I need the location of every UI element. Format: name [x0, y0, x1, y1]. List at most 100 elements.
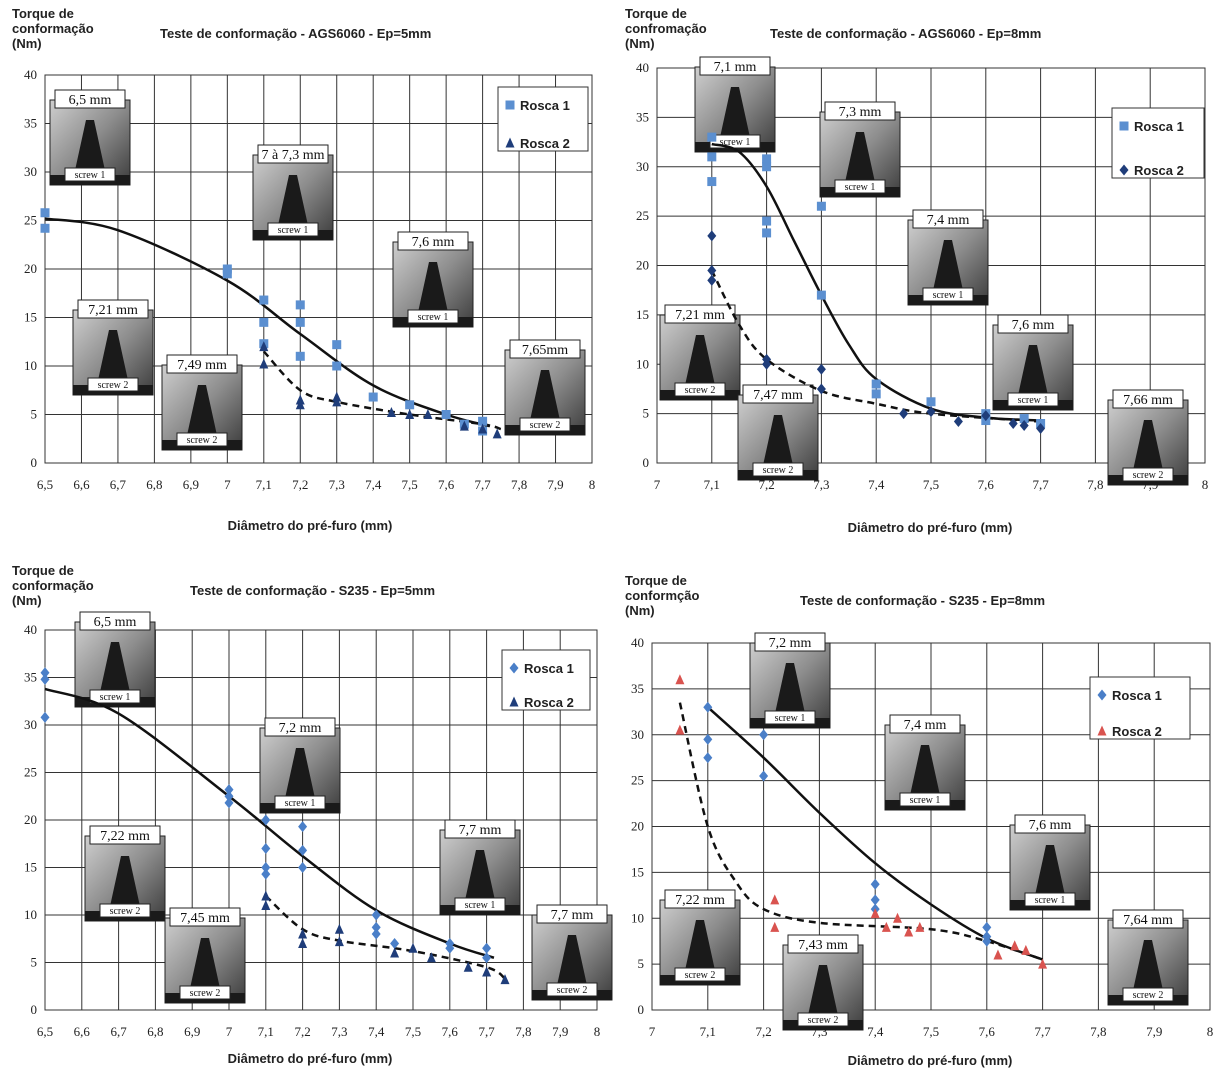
y-tick-label: 20 [631, 819, 644, 834]
x-tick-label: 6,8 [146, 477, 162, 492]
data-point [41, 208, 50, 217]
x-tick-label: 7,1 [258, 1024, 274, 1039]
inset-caption: screw 2 [1133, 470, 1164, 481]
inset-label: 7,4 mm [927, 213, 970, 228]
legend-label: Rosca 2 [520, 136, 570, 151]
y-tick-label: 30 [24, 164, 37, 179]
x-tick-label: 7,4 [867, 1024, 884, 1039]
legend-label: Rosca 1 [1134, 119, 1184, 134]
y-tick-label: 5 [638, 956, 645, 971]
x-tick-label: 6,6 [74, 1024, 91, 1039]
inset-caption: screw 2 [557, 985, 588, 996]
inset-caption: screw 1 [910, 795, 941, 806]
x-tick-label: 7 [226, 1024, 233, 1039]
data-point [762, 228, 771, 237]
inset-caption: screw 2 [187, 435, 218, 446]
inset-caption: screw 2 [190, 988, 221, 999]
inset-image: 7,66 mmscrew 2 [1108, 390, 1188, 485]
data-point [296, 300, 305, 309]
panel: 05101520253035406,56,66,76,86,977,17,27,… [12, 6, 595, 533]
inset-image: 7,4 mmscrew 1 [885, 715, 965, 810]
x-tick-label: 7,8 [1090, 1024, 1106, 1039]
y-tick-label: 5 [31, 955, 38, 970]
inset-image: 7,22 mmscrew 2 [660, 890, 740, 985]
y-tick-label: 15 [24, 860, 37, 875]
x-axis-label: Diâmetro do pré-furo (mm) [848, 1053, 1013, 1068]
x-tick-label: 7,7 [1032, 477, 1049, 492]
y-axis-label: conformção [625, 588, 699, 603]
x-tick-label: 8 [589, 477, 596, 492]
inset-caption: screw 1 [75, 170, 106, 181]
inset-label: 7,7 mm [459, 823, 502, 838]
x-tick-label: 7,8 [515, 1024, 531, 1039]
y-tick-label: 40 [24, 622, 37, 637]
data-point [762, 154, 771, 163]
inset-image: 7,6 mmscrew 1 [393, 232, 473, 327]
inset-label: 7,45 mm [180, 911, 230, 926]
x-tick-label: 7,4 [368, 1024, 385, 1039]
legend-marker [1120, 122, 1129, 131]
inset-label: 7 à 7,3 mm [262, 148, 325, 163]
inset-label: 7,49 mm [177, 358, 227, 373]
chart-title: Teste de conformação - S235 - Ep=8mm [800, 593, 1045, 608]
x-tick-label: 7,3 [331, 1024, 347, 1039]
data-point [707, 152, 716, 161]
inset-label: 7,6 mm [1012, 318, 1055, 333]
x-tick-label: 7,2 [294, 1024, 310, 1039]
y-tick-label: 25 [631, 773, 644, 788]
y-axis-label: (Nm) [625, 36, 655, 51]
inset-label: 7,6 mm [412, 235, 455, 250]
legend-label: Rosca 1 [520, 98, 570, 113]
y-axis-label: (Nm) [625, 603, 655, 618]
chart-title: Teste de conformação - AGS6060 - Ep=8mm [770, 26, 1041, 41]
legend-label: Rosca 1 [524, 661, 574, 676]
y-axis-label: (Nm) [12, 36, 42, 51]
inset-caption: screw 2 [98, 380, 129, 391]
inset-image: 6,5 mmscrew 1 [50, 90, 130, 185]
figure: 0 5 10 15 20 25 30 35 40 6,5 6,6 6,7 6,8 6,9 7 7,1 7,2 7,… [0, 0, 1222, 1073]
legend-label: Rosca 2 [1134, 163, 1184, 178]
inset-label: 7,2 mm [279, 721, 322, 736]
inset-label: 7,7 mm [551, 908, 594, 923]
inset-image: 7,1 mmscrew 1 [695, 57, 775, 152]
inset-image: 7,22 mmscrew 2 [85, 826, 165, 921]
y-tick-label: 20 [636, 258, 649, 273]
x-tick-label: 6,5 [37, 1024, 53, 1039]
inset-label: 7,65mm [522, 343, 568, 358]
inset-caption: screw 2 [530, 420, 561, 431]
y-tick-label: 35 [631, 681, 644, 696]
y-tick-label: 10 [631, 910, 644, 925]
y-tick-label: 10 [24, 358, 37, 373]
y-tick-label: 15 [631, 864, 644, 879]
inset-image: 7,7 mm screw 2 [532, 905, 612, 1000]
y-tick-label: 20 [24, 812, 37, 827]
y-tick-label: 10 [24, 907, 37, 922]
inset-caption: screw 2 [763, 465, 794, 476]
y-tick-label: 15 [24, 310, 37, 325]
y-tick-label: 40 [631, 635, 644, 650]
inset-caption: screw 1 [100, 692, 131, 703]
y-tick-label: 0 [643, 455, 650, 470]
data-point [405, 400, 414, 409]
y-axis-label: Torque de [12, 563, 74, 578]
inset-caption: screw 1 [285, 798, 316, 809]
data-point [41, 224, 50, 233]
x-tick-label: 6,9 [184, 1024, 200, 1039]
y-tick-label: 35 [24, 670, 37, 685]
y-axis-label: Torque de [625, 6, 687, 21]
inset-label: 6,5 mm [94, 615, 137, 630]
y-tick-label: 30 [24, 717, 37, 732]
y-tick-label: 35 [24, 116, 37, 131]
inset-caption: screw 1 [1035, 895, 1066, 906]
legend-label: Rosca 2 [524, 695, 574, 710]
x-tick-label: 7,7 [1034, 1024, 1051, 1039]
inset-label: 7,47 mm [753, 388, 803, 403]
data-point [259, 296, 268, 305]
data-point [296, 352, 305, 361]
inset-image: 7,2 mm screw 1 [260, 718, 340, 813]
x-tick-label: 7,1 [256, 477, 272, 492]
y-tick-label: 25 [24, 213, 37, 228]
x-tick-label: 6,7 [110, 1024, 127, 1039]
